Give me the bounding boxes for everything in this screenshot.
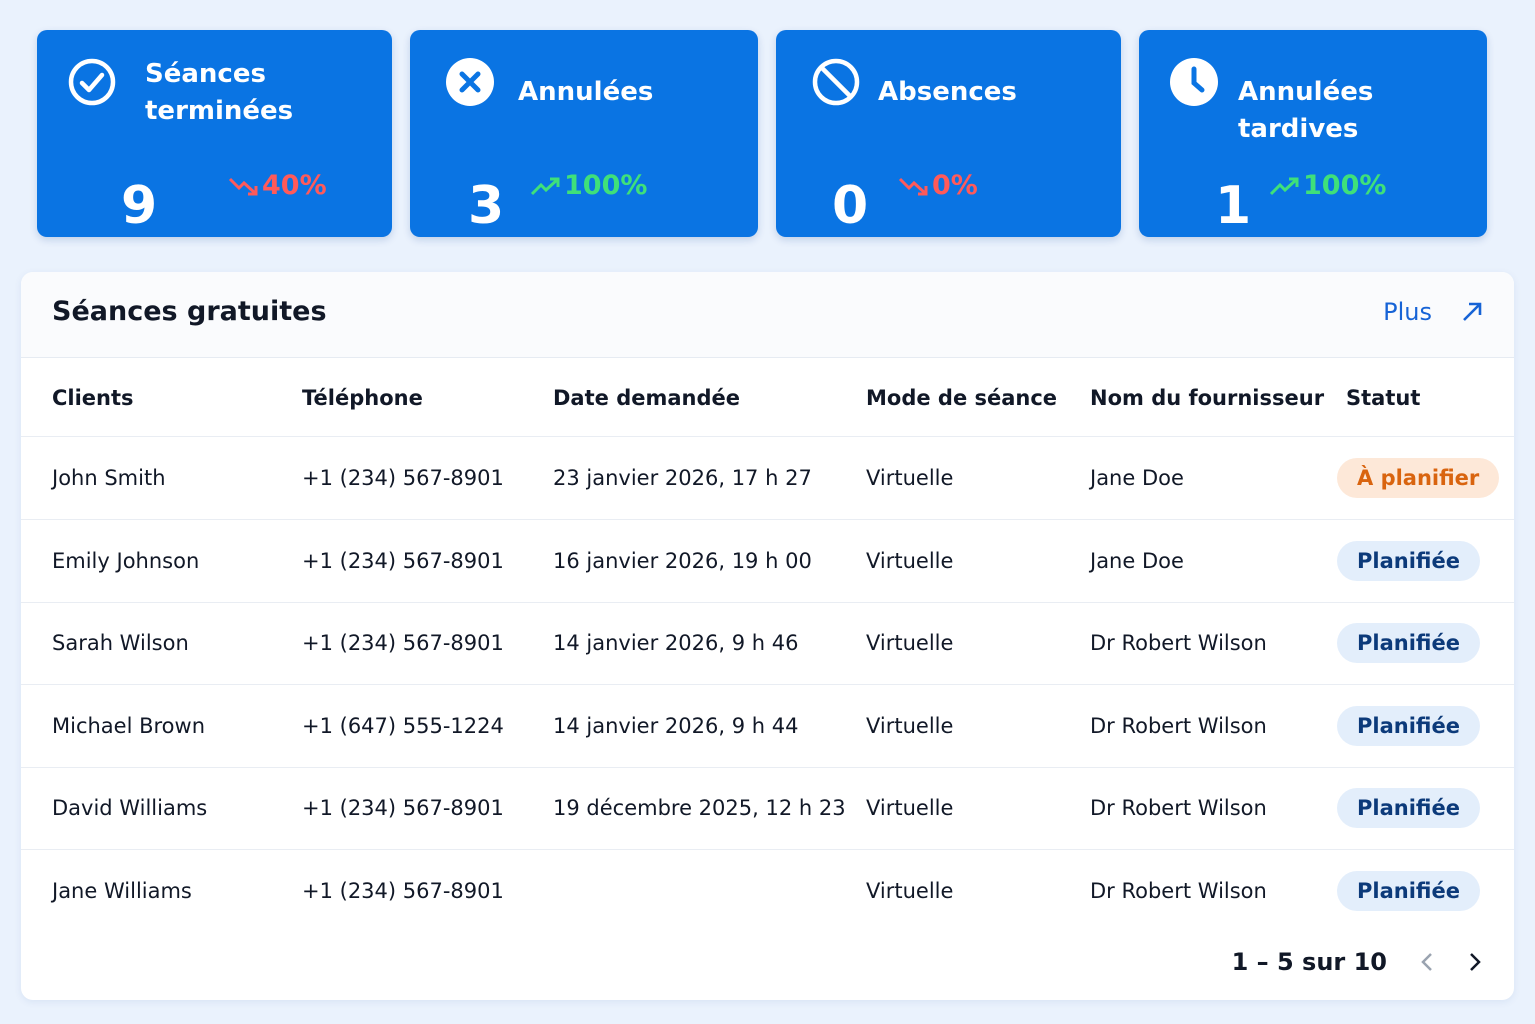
divider	[21, 519, 1514, 520]
x-icon	[446, 58, 494, 106]
card-change: 40%	[228, 170, 327, 201]
table-cell: Virtuelle	[866, 878, 954, 903]
table-cell: Dr Robert Wilson	[1090, 631, 1267, 655]
stat-card: Annulées tardives 1 100%	[1139, 30, 1487, 237]
card-value: 1	[1215, 176, 1252, 236]
card-value: 0	[832, 176, 869, 236]
card-label: Annulées tardives	[1238, 77, 1374, 144]
stat-card: Annulées 3 100%	[410, 30, 758, 237]
table-cell: +1 (234) 567-8901	[302, 548, 504, 573]
card-label: Séances terminées	[145, 59, 294, 126]
column-header: Date demandée	[553, 386, 740, 410]
column-header: Nom du fournisseur	[1090, 386, 1325, 410]
more-link[interactable]: Plus	[1383, 298, 1484, 326]
more-text[interactable]: Plus	[1383, 298, 1432, 326]
table-cell: +1 (234) 567-8901	[302, 878, 504, 903]
column-header: Téléphone	[302, 386, 423, 410]
status-badge: Planifiée	[1337, 705, 1480, 746]
status-badge: À planifier	[1337, 458, 1500, 498]
pagination: 1 – 5 sur 10	[1231, 948, 1387, 976]
column-header: Mode de séance	[866, 386, 1058, 410]
table-cell: Jane Doe	[1090, 466, 1184, 490]
table-cell: +1 (647) 555-1224	[302, 713, 504, 738]
table-cell: Virtuelle	[866, 631, 954, 655]
table-cell: Jane Doe	[1090, 548, 1184, 573]
card-value: 3	[468, 176, 505, 236]
card-label: Annulées	[518, 77, 654, 107]
table-cell: Dr Robert Wilson	[1090, 878, 1267, 903]
table-cell: +1 (234) 567-8901	[302, 466, 504, 490]
table-cell: Dr Robert Wilson	[1090, 713, 1267, 738]
table-cell: Jane Williams	[52, 878, 192, 903]
status-badge: Planifiée	[1337, 540, 1480, 581]
ban-icon	[812, 58, 860, 106]
stat-card: Séances terminées 9 40%	[37, 30, 392, 237]
card-change: 0%	[898, 170, 978, 201]
table-panel: Séances gratuites Plus 1 – 5 sur 10 Clie…	[21, 272, 1514, 1000]
status-badge: Planifiée	[1337, 788, 1480, 828]
panel-title: Séances gratuites	[52, 296, 327, 327]
panel-header: Séances gratuites Plus	[21, 272, 1514, 358]
change-text: 100%	[1303, 170, 1387, 201]
table-cell: 23 janvier 2026, 17 h 27	[553, 466, 812, 490]
stat-card: Absences 0 0%	[776, 30, 1121, 237]
column-header: Clients	[52, 386, 134, 410]
card-label: Absences	[878, 77, 1017, 107]
table-cell: Michael Brown	[52, 713, 206, 738]
status-badge: Planifiée	[1337, 870, 1480, 911]
change-text: 40%	[262, 170, 327, 201]
table-cell: 16 janvier 2026, 19 h 00	[553, 548, 812, 573]
table-cell: 14 janvier 2026, 9 h 46	[553, 631, 799, 655]
divider	[21, 766, 1514, 768]
table-cell: Emily Johnson	[52, 548, 200, 573]
change-text: 100%	[564, 170, 648, 201]
column-header: Statut	[1346, 386, 1421, 410]
prev-page[interactable]	[1416, 950, 1440, 974]
divider	[21, 601, 1514, 603]
card-change: 100%	[530, 170, 647, 201]
table-cell: +1 (234) 567-8901	[302, 796, 504, 820]
table-cell: Virtuelle	[866, 796, 954, 820]
check-icon	[68, 58, 116, 106]
divider	[21, 684, 1514, 685]
card-change: 100%	[1269, 170, 1386, 201]
table-cell: David Williams	[52, 796, 208, 820]
table-cell: John Smith	[52, 466, 166, 490]
divider	[21, 849, 1514, 850]
change-text: 0%	[932, 170, 978, 201]
table-cell: 14 janvier 2026, 9 h 44	[553, 713, 799, 738]
table-cell: 19 décembre 2025, 12 h 23	[553, 796, 846, 820]
table-cell: Virtuelle	[866, 548, 954, 573]
status-badge: Planifiée	[1337, 623, 1480, 663]
card-value: 9	[121, 176, 158, 236]
clock-icon	[1170, 58, 1218, 106]
table-cell: Virtuelle	[866, 466, 954, 490]
table-cell: Sarah Wilson	[52, 631, 189, 655]
table-cell: Virtuelle	[866, 713, 954, 738]
next-page[interactable]	[1462, 950, 1486, 974]
table-cell: +1 (234) 567-8901	[302, 631, 504, 655]
table-cell: Dr Robert Wilson	[1090, 796, 1267, 820]
divider	[21, 436, 1514, 437]
